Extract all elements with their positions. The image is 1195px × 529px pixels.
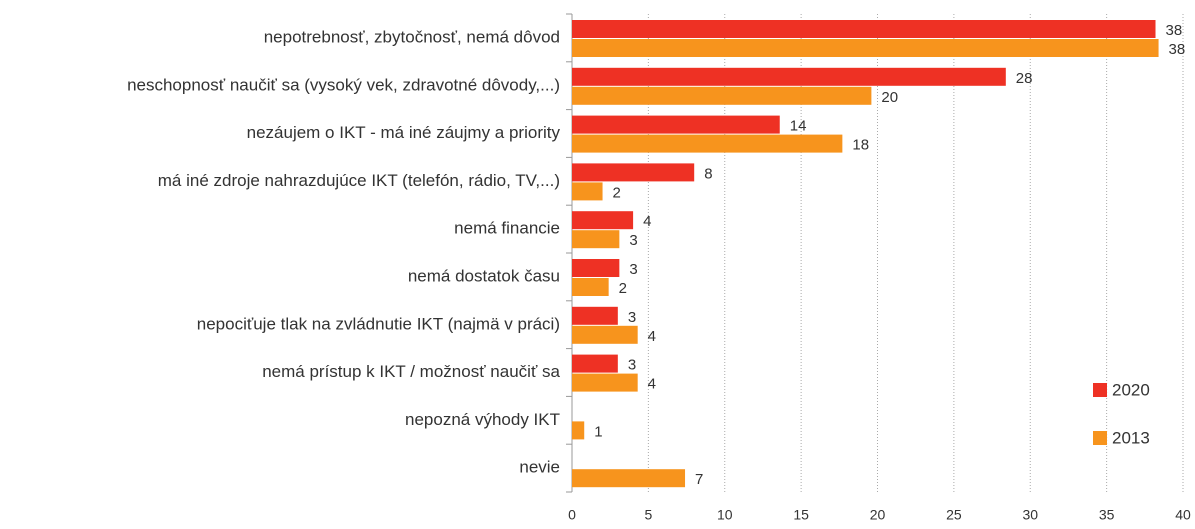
y-tick-label: nepotrebnosť, zbytočnosť, nemá dôvod: [264, 27, 560, 46]
x-tick-label: 5: [644, 507, 652, 523]
bar: [572, 134, 843, 153]
value-label: 4: [643, 213, 651, 230]
value-label: 38: [1169, 41, 1186, 58]
bar: [572, 67, 1006, 86]
bar: [572, 163, 695, 182]
y-tick-label: nezáujem o IKT - má iné záujmy a priorit…: [247, 123, 561, 142]
x-tick-label: 15: [793, 507, 809, 523]
value-label: 3: [629, 232, 637, 249]
y-tick-label: nepozná výhody IKT: [405, 410, 560, 429]
bar: [572, 373, 638, 392]
x-tick-label: 20: [870, 507, 886, 523]
bar: [572, 230, 620, 249]
bar: [572, 115, 780, 134]
value-label: 2: [613, 184, 621, 201]
legend-label: 2020: [1112, 380, 1150, 399]
legend-label: 2013: [1112, 428, 1150, 447]
bar: [572, 20, 1156, 38]
bar: [572, 39, 1159, 57]
value-label: 18: [852, 137, 869, 154]
bar: [572, 469, 686, 488]
value-label: 2: [619, 280, 627, 297]
x-tick-label: 10: [717, 507, 733, 523]
bar: [572, 354, 618, 373]
bar: [572, 306, 618, 325]
bar: [572, 325, 638, 344]
bar: [572, 182, 603, 201]
value-label: 28: [1016, 70, 1033, 87]
x-tick-label: 30: [1022, 507, 1038, 523]
bar: [572, 278, 609, 296]
value-label: 3: [628, 357, 636, 374]
value-label: 14: [790, 118, 807, 135]
x-tick-label: 35: [1099, 507, 1115, 523]
y-tick-label: nevie: [519, 458, 560, 477]
y-tick-label: neschopnosť naučiť sa (vysoký vek, zdrav…: [127, 75, 560, 94]
value-label: 7: [695, 471, 703, 488]
y-tick-label: nepociťuje tlak na zvládnutie IKT (najmä…: [197, 314, 560, 333]
bar: [572, 211, 634, 230]
bar: [572, 86, 872, 105]
x-tick-label: 40: [1175, 507, 1191, 523]
value-label: 38: [1166, 22, 1183, 39]
legend-swatch: [1093, 431, 1107, 445]
value-label: 20: [881, 89, 898, 106]
value-label: 3: [628, 309, 636, 326]
value-label: 1: [594, 423, 602, 440]
value-label: 4: [648, 328, 656, 345]
y-tick-label: nemá dostatok času: [408, 266, 560, 285]
bar: [572, 421, 585, 440]
legend-swatch: [1093, 383, 1107, 397]
y-tick-label: nemá prístup k IKT / možnosť naučiť sa: [262, 362, 560, 381]
bar: [572, 259, 620, 277]
x-tick-label: 0: [568, 507, 576, 523]
y-tick-label: má iné zdroje nahrazdujúce IKT (telefón,…: [158, 171, 560, 190]
value-label: 4: [648, 376, 656, 393]
y-tick-label: nemá financie: [454, 219, 560, 238]
value-label: 8: [704, 165, 712, 182]
value-label: 3: [629, 261, 637, 278]
x-tick-label: 25: [946, 507, 962, 523]
